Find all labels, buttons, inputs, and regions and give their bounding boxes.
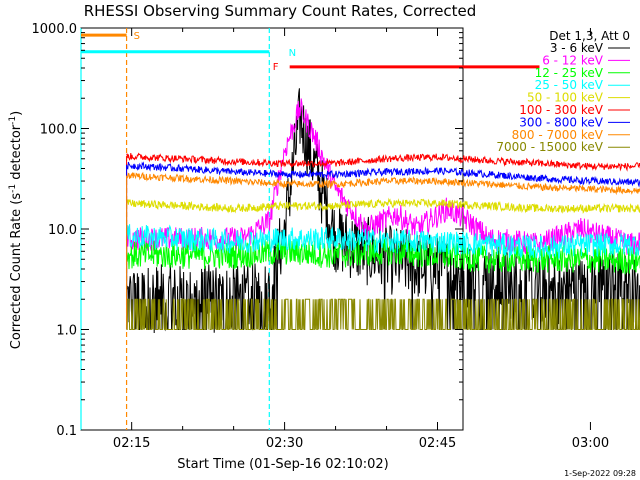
y-tick-label: 0.1	[56, 424, 77, 439]
legend-label-800-7000-kev: 800 - 7000 keV	[512, 128, 604, 142]
legend-label-25-50-kev: 25 - 50 keV	[535, 78, 604, 92]
annotations: S NF	[134, 31, 296, 73]
annotation-f: F	[273, 62, 279, 73]
series-12-25-kev	[126, 237, 640, 275]
series-layer	[126, 88, 640, 334]
x-axis-label: Start Time (01-Sep-16 02:10:02)	[177, 457, 388, 472]
annotation-n: N	[289, 48, 296, 59]
y-tick-label: 10.0	[48, 223, 77, 238]
legend-label-50-100-kev: 50 - 100 keV	[527, 91, 604, 105]
plot-frame	[80, 27, 464, 431]
series-50-100-kev	[126, 197, 640, 214]
legend-label-300-800-kev: 300 - 800 keV	[519, 115, 603, 129]
chart-title: RHESSI Observing Summary Count Rates, Co…	[84, 2, 477, 20]
series-800-7000-kev	[126, 171, 640, 196]
series-25-50-kev	[126, 224, 640, 260]
x-tick-label: 03:00	[572, 436, 609, 451]
x-tick-label: 02:15	[113, 436, 150, 451]
footer-timestamp: 1-Sep-2022 09:28	[564, 469, 636, 478]
y-axis-label: Corrected Count Rate (s-1 detector-1)	[8, 111, 24, 349]
legend-label-6-12-kev: 6 - 12 keV	[542, 53, 604, 67]
interval-bars	[81, 33, 540, 69]
y-axis: 0.1 1.0 10.0 100.0 1000.0	[32, 22, 463, 439]
legend-label-100-300-kev: 100 - 300 keV	[519, 103, 603, 117]
series-7000-15000-kev	[126, 298, 640, 330]
series-300-800-kev	[126, 161, 640, 188]
y-tick-label: 1.0	[56, 324, 77, 339]
legend-header: Det 1,3, Att 0	[549, 29, 630, 43]
legend-label-3-6-kev: 3 - 6 keV	[550, 41, 604, 55]
x-tick-label: 02:30	[266, 436, 303, 451]
legend-label-7000-15000-kev: 7000 - 15000 keV	[496, 140, 603, 154]
annotation-s: S	[134, 31, 140, 42]
series-100-300-kev	[126, 152, 640, 172]
y-tick-label: 1000.0	[32, 22, 78, 37]
x-tick-label: 02:45	[419, 436, 456, 451]
legend-label-12-25-kev: 12 - 25 keV	[535, 66, 604, 80]
y-tick-label: 100.0	[40, 123, 77, 138]
